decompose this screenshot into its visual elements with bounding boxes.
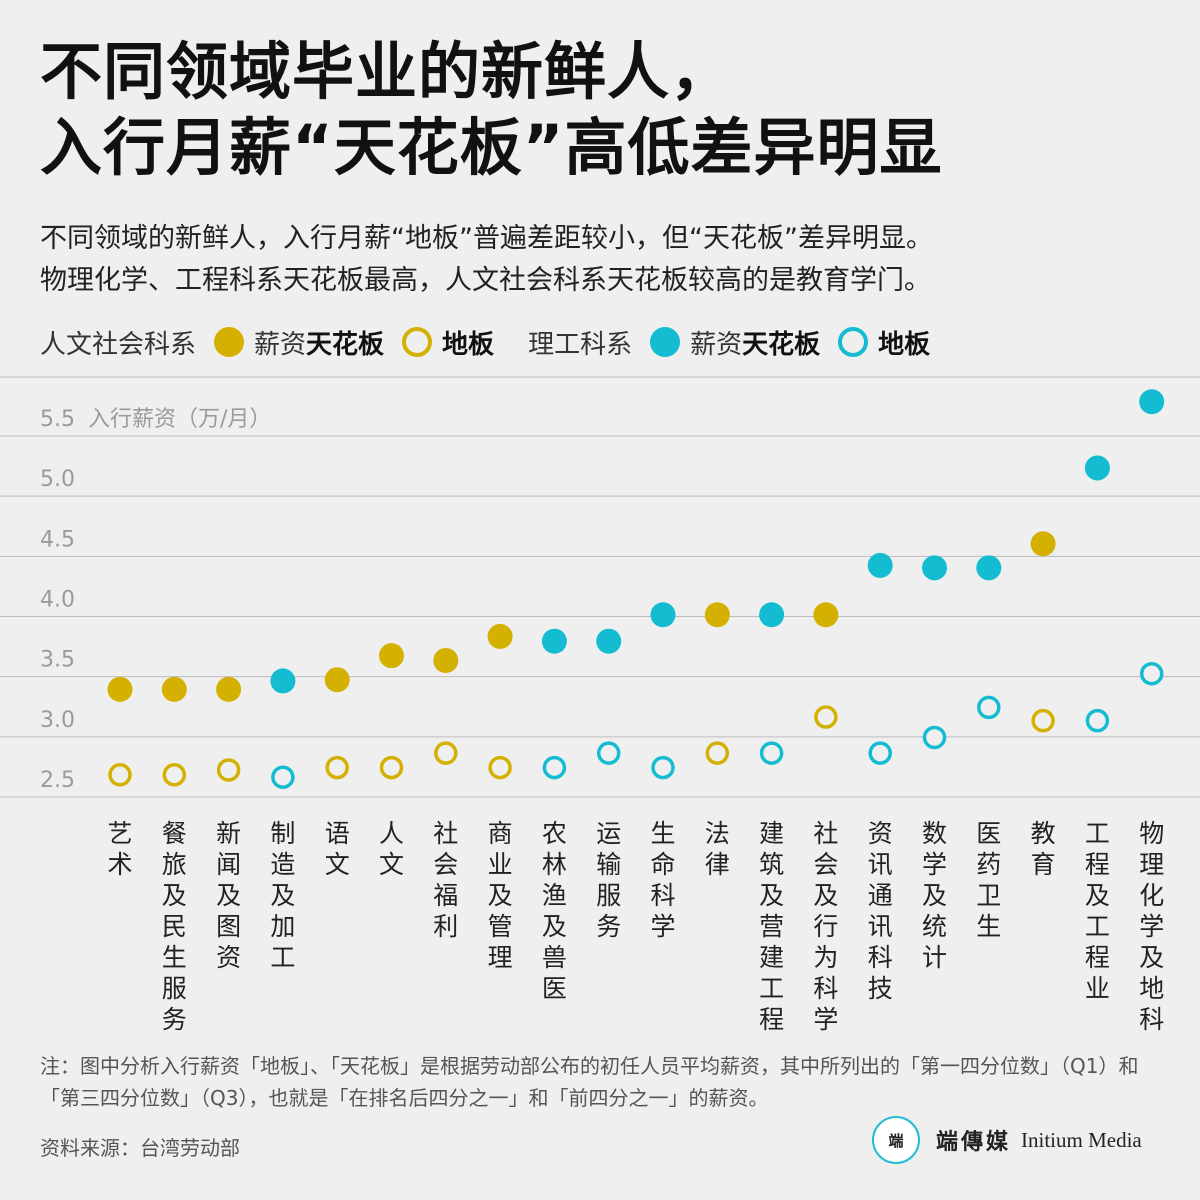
floor-point [977, 695, 1001, 720]
category-label: 社会福利 [433, 819, 458, 941]
ceiling-point [161, 676, 187, 702]
ceiling-point [813, 602, 839, 628]
category-label: 资讯通讯科技 [868, 819, 893, 1003]
dot-plot-chart: 2.5 3.0 3.5 4.0 4.5 5.0 5.5 入行薪资（万/月） 艺术 餐旅及民生服务 新… [0, 376, 1200, 1034]
floor-point [488, 755, 512, 780]
floor-point [705, 741, 730, 765]
footnote: 注：图中分析入行薪资「地板」、「天花板」是根据劳动部公布的初任人员平均薪资，其中… [40, 1054, 1139, 1110]
category-label: 新闻及图资 [216, 819, 241, 972]
ceiling-point [1139, 389, 1165, 415]
brand-name-en: Initium Media [1021, 1127, 1142, 1152]
y-tick-label: 5.5 [40, 407, 75, 432]
category-label: 商业及管理 [488, 819, 513, 972]
floor-point [1031, 708, 1055, 733]
ceiling-point [596, 628, 622, 654]
floor-point [108, 763, 132, 787]
ceiling-point [704, 602, 730, 628]
legend-humanities-floor-label: 地板 [442, 329, 495, 360]
y-tick-label: 2.5 [40, 768, 75, 793]
floor-point [651, 755, 675, 780]
floor-point [542, 755, 567, 780]
ceiling-point [107, 676, 133, 702]
ceiling-point [922, 555, 947, 581]
legend-science-ceiling-marker [650, 327, 681, 357]
data-source: 资料来源：台湾劳动部 [40, 1136, 240, 1160]
ceiling-point [379, 643, 404, 669]
ceiling-point [433, 647, 459, 673]
floor-point [814, 705, 838, 729]
ceiling-point [541, 628, 567, 654]
ceiling-point [324, 667, 350, 693]
category-label: 农林渔及兽医 [542, 819, 567, 1003]
legend-ceiling-prefix: 薪资 [690, 329, 743, 360]
ceiling-point [650, 602, 676, 628]
brand: 端 端傳媒 Initium Media [872, 1112, 1142, 1168]
ceiling-point [487, 623, 513, 649]
category-label: 语文 [325, 819, 350, 879]
floor-point [1139, 661, 1164, 686]
y-tick-label: 4.0 [40, 588, 75, 613]
floor-point [325, 755, 349, 780]
floor-point [379, 755, 404, 780]
subtitle-line-2: 物理化学、工程科系天花板最高，人文社会科系天花板较高的是教育学门。 [40, 265, 931, 296]
ceiling-point [976, 555, 1002, 581]
category-label: 建筑及营建工程 [759, 819, 784, 1034]
category-label: 制造及加工 [270, 819, 295, 972]
floor-point [922, 725, 947, 750]
category-label: 法律 [705, 819, 730, 879]
ceiling-point [1084, 455, 1110, 481]
legend-science-ceiling-label: 薪资天花板 [690, 324, 820, 361]
floor-point [1085, 708, 1110, 733]
brand-logo-icon: 端 [872, 1116, 920, 1164]
title-line-2: 入行月薪“天花板”高低差异明显 [40, 111, 943, 184]
legend-ceiling-prefix: 薪资 [254, 329, 307, 360]
brand-name-cn: 端傳媒 [936, 1129, 1012, 1155]
legend: 人文社会科系 薪资天花板 地板 理工科系 薪资天花板 地板 [40, 322, 942, 362]
floor-point [868, 741, 892, 765]
legend-science-group: 理工科系 [528, 329, 633, 360]
legend-science-floor-label: 地板 [878, 329, 931, 360]
category-label: 生命科学 [650, 819, 675, 941]
ceiling-point [759, 602, 785, 628]
category-label: 运输服务 [596, 819, 621, 941]
ceiling-point [270, 668, 296, 694]
y-tick-label: 5.0 [40, 467, 75, 492]
category-label: 工程及工程业 [1085, 819, 1110, 1003]
legend-ceiling-word: 天花板 [306, 329, 385, 360]
floor-point [162, 763, 187, 787]
floor-point [596, 741, 621, 765]
category-label: 医药卫生 [976, 819, 1001, 941]
y-tick-label: 3.0 [40, 708, 75, 733]
floor-point [759, 741, 784, 765]
legend-humanities-ceiling-label: 薪资天花板 [254, 324, 384, 361]
y-axis-label: 入行薪资（万/月） [88, 407, 271, 432]
ceiling-point [216, 676, 242, 702]
ceiling-point [867, 552, 893, 578]
chart-title: 不同领域毕业的新鲜人， 入行月薪“天花板”高低差异明显 [40, 34, 1160, 186]
category-label: 社会及行为科学 [813, 819, 838, 1034]
floor-point [216, 758, 241, 782]
legend-humanities-group: 人文社会科系 [40, 329, 197, 360]
ceiling-point [1030, 531, 1056, 557]
chart-subtitle: 不同领域的新鲜人，入行月薪“地板”普遍差距较小，但“天花板”差异明显。 物理化学… [40, 218, 1170, 302]
category-label: 数学及统计 [922, 819, 947, 972]
floor-point [434, 741, 458, 765]
title-line-1: 不同领域毕业的新鲜人， [40, 35, 734, 108]
legend-ceiling-word: 天花板 [742, 329, 821, 360]
category-label: 人文 [379, 819, 404, 879]
category-label: 餐旅及民生服务 [162, 819, 187, 1034]
legend-humanities-ceiling-marker [214, 327, 245, 357]
y-tick-label: 3.5 [40, 648, 75, 673]
category-label: 艺术 [107, 819, 132, 879]
category-label: 物理化学及地科 [1139, 819, 1164, 1034]
legend-humanities-floor-marker [402, 327, 433, 357]
subtitle-line-1: 不同领域的新鲜人，入行月薪“地板”普遍差距较小，但“天花板”差异明显。 [40, 223, 933, 254]
y-tick-label: 4.5 [40, 527, 75, 552]
floor-point [271, 765, 295, 789]
legend-science-floor-marker [838, 327, 869, 357]
category-label: 教育 [1031, 819, 1056, 879]
